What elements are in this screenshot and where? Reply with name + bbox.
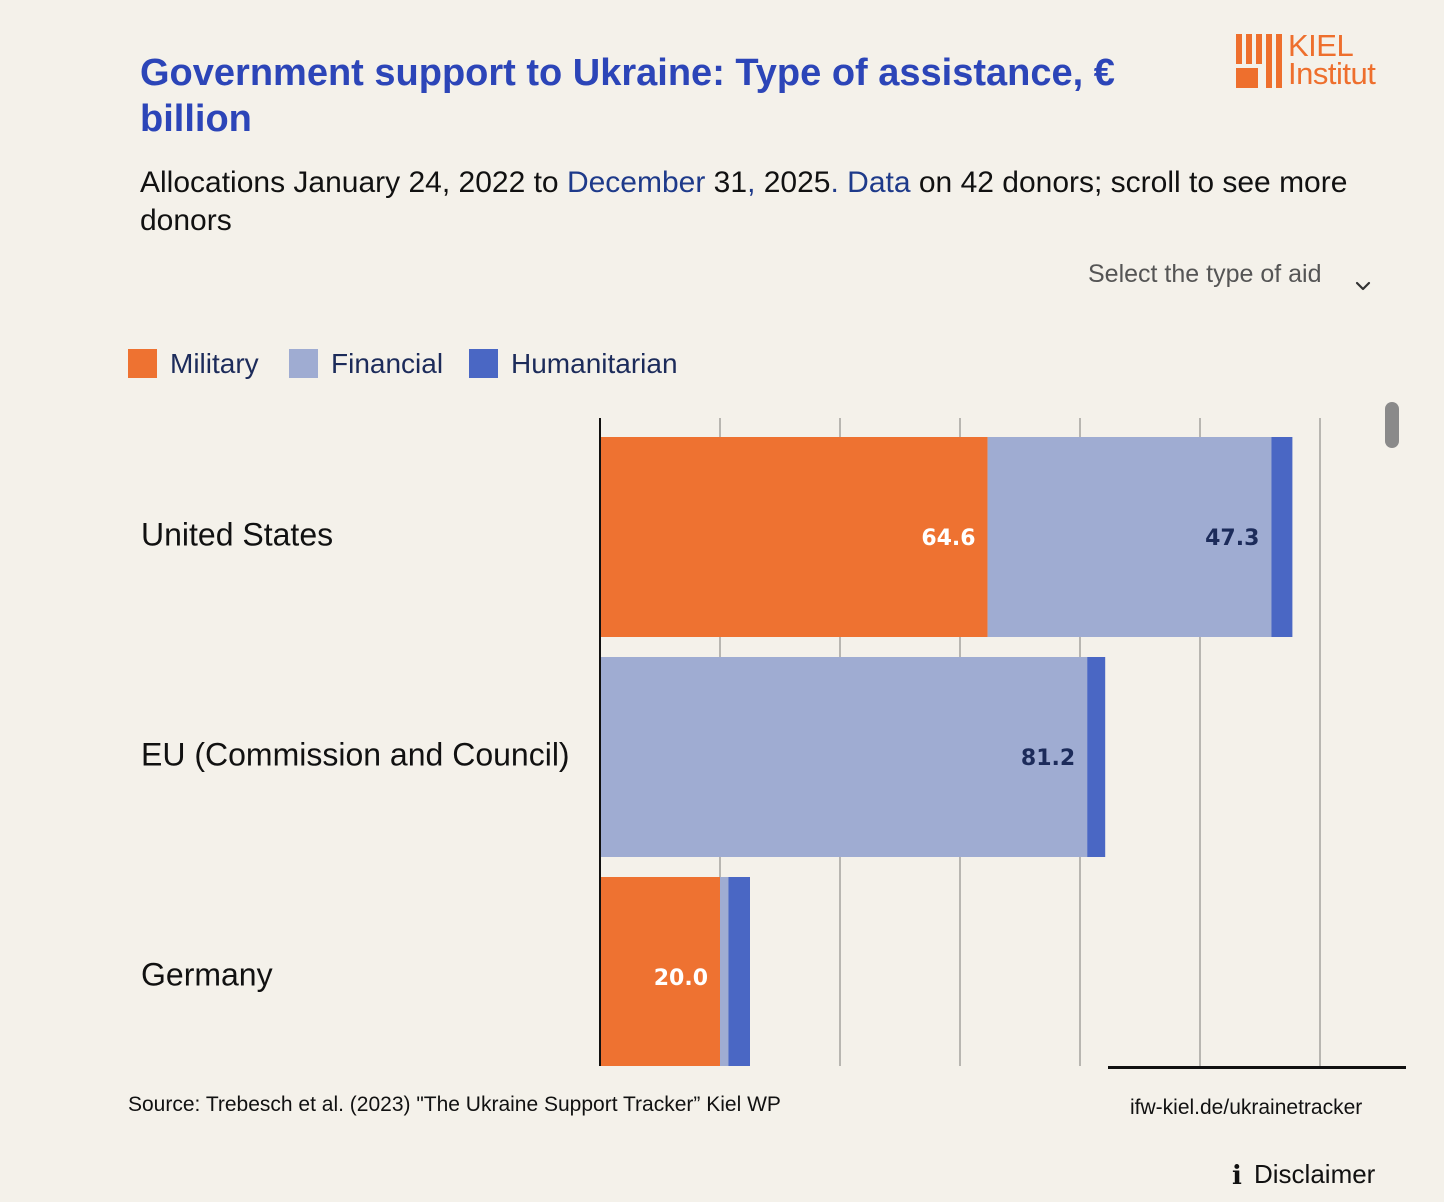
footer-divider	[1108, 1066, 1406, 1069]
kiel-institut-logo[interactable]: KIEL Institut	[1236, 28, 1406, 92]
data-label-united-states-military: 64.6	[921, 526, 975, 551]
chart-title: Government support to Ukraine: Type of a…	[140, 52, 1115, 140]
subtitle-text-4: on 42 donors; scroll to see more donors	[140, 166, 1348, 237]
legend-swatch-financial	[289, 349, 318, 378]
legend-label-humanitarian: Humanitarian	[511, 348, 678, 379]
category-label-germany: Germany	[141, 956, 273, 992]
legend-label-military: Military	[170, 348, 259, 379]
bar-eu-commission-and-council-humanitarian[interactable]	[1087, 657, 1106, 857]
chart-subtitle: Allocations January 24, 2022 to December…	[140, 164, 1370, 240]
subtitle-highlight-comma: ,	[747, 166, 756, 199]
bar-germany-humanitarian[interactable]	[728, 877, 750, 1066]
legend-label-financial: Financial	[331, 348, 444, 379]
subtitle-text-1: Allocations January 24, 2022 to	[140, 166, 567, 199]
category-label-united-states: United States	[141, 516, 333, 552]
bar-germany-military[interactable]	[600, 877, 720, 1066]
logo-text: KIEL Institut	[1288, 28, 1376, 91]
subtitle-text-2: 31	[705, 166, 748, 199]
legend-swatch-humanitarian	[469, 349, 498, 378]
logo-text-line2: Institut	[1288, 56, 1376, 91]
bar-united-states-military[interactable]	[600, 437, 988, 637]
subtitle-highlight-data: . Data	[830, 166, 911, 199]
data-label-eu-commission-and-council-financial: 81.2	[1021, 746, 1075, 771]
logo-text-line1: KIEL	[1288, 28, 1354, 63]
bar-united-states-financial[interactable]	[987, 437, 1272, 637]
subtitle-text-3: 2025	[755, 166, 831, 199]
bar-germany-financial[interactable]	[720, 877, 729, 1066]
data-label-germany-military: 20.0	[654, 966, 708, 991]
subtitle-highlight-month: December	[566, 166, 706, 199]
bar-united-states-humanitarian[interactable]	[1271, 437, 1293, 637]
bar-eu-commission-and-council-financial[interactable]	[600, 657, 1088, 857]
category-label-eu-commission-and-council: EU (Commission and Council)	[141, 736, 570, 772]
aid-type-select-label: Select the type of aid	[1088, 260, 1322, 288]
disclaimer-label: Disclaimer	[1254, 1159, 1376, 1189]
aid-type-select[interactable]: Select the type of aid	[1088, 258, 1378, 328]
tracker-link[interactable]: ifw-kiel.de/ukrainetracker	[1130, 1096, 1363, 1119]
source-note: Source: Trebesch et al. (2023) "The Ukra…	[128, 1093, 781, 1116]
chevron-down-icon	[1355, 281, 1371, 291]
chart-scrollbar-thumb[interactable]	[1385, 402, 1399, 448]
data-label-united-states-financial: 47.3	[1205, 526, 1259, 551]
legend-swatch-military	[128, 349, 157, 378]
info-icon: i	[1232, 1161, 1242, 1191]
